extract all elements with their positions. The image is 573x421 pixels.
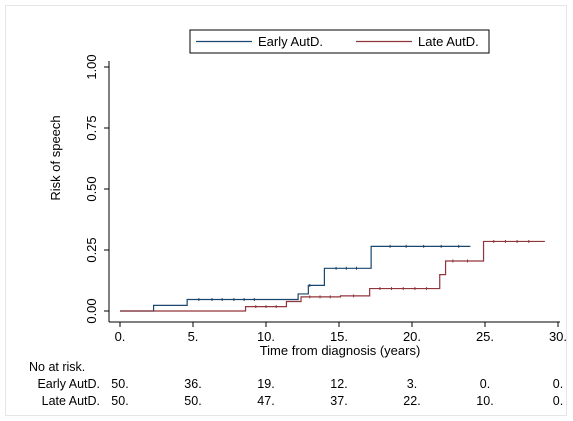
series-line-early [120, 245, 471, 312]
x-axis-title: Time from diagnosis (years) [260, 343, 421, 358]
risk-value: 50. [184, 394, 201, 408]
x-ticks: 0. 5. 10. 15. 20. 25. 30. [115, 322, 567, 344]
risk-value: 47. [257, 394, 274, 408]
legend: Early AutD. Late AutD. [189, 29, 490, 54]
y-tick-label: 1.00 [84, 54, 99, 79]
risk-value: 10. [476, 394, 493, 408]
y-tick-label: 0.00 [84, 298, 99, 323]
risk-row-label-late: Late AutD. [42, 394, 100, 408]
risk-value: 3. [407, 377, 417, 391]
risk-value: 37. [330, 394, 347, 408]
risk-value: 50. [111, 394, 128, 408]
risk-value: 0. [553, 394, 563, 408]
risk-value: 19. [257, 377, 274, 391]
x-tick-label: 5. [188, 329, 199, 344]
y-tick-label: 0.75 [84, 115, 99, 140]
risk-value: 22. [403, 394, 420, 408]
y-tick-label: 0.50 [84, 176, 99, 201]
risk-value: 50. [111, 377, 128, 391]
legend-label-early: Early AutD. [258, 34, 323, 49]
risk-table-title: No at risk. [29, 360, 85, 374]
risk-row-label-early: Early AutD. [37, 377, 100, 391]
y-tick-label: 0.25 [84, 237, 99, 262]
chart-frame [5, 5, 567, 416]
x-tick-label: 30. [549, 329, 567, 344]
legend-label-late: Late AutD. [418, 34, 479, 49]
risk-value: 36. [184, 377, 201, 391]
series-line-late [120, 240, 545, 312]
risk-value: 0. [480, 377, 490, 391]
series-group [120, 239, 545, 312]
x-tick-label: 0. [115, 329, 126, 344]
y-axis-title: Risk of speech [48, 115, 63, 200]
x-tick-label: 25. [476, 329, 494, 344]
x-tick-label: 15. [330, 329, 348, 344]
risk-table: No at risk. Early AutD. Late AutD. 50. 36… [29, 360, 563, 408]
risk-value: 0. [553, 377, 563, 391]
y-ticks: 0.00 0.25 0.50 0.75 1.00 [84, 54, 109, 324]
legend-box [189, 29, 490, 54]
x-tick-label: 10. [257, 329, 275, 344]
x-tick-label: 20. [403, 329, 421, 344]
risk-value: 12. [330, 377, 347, 391]
risk-values: 50. 36. 19. 12. 3. 0. 0. 50. 50. 47. 37. 22. 10. 0. [111, 377, 563, 408]
